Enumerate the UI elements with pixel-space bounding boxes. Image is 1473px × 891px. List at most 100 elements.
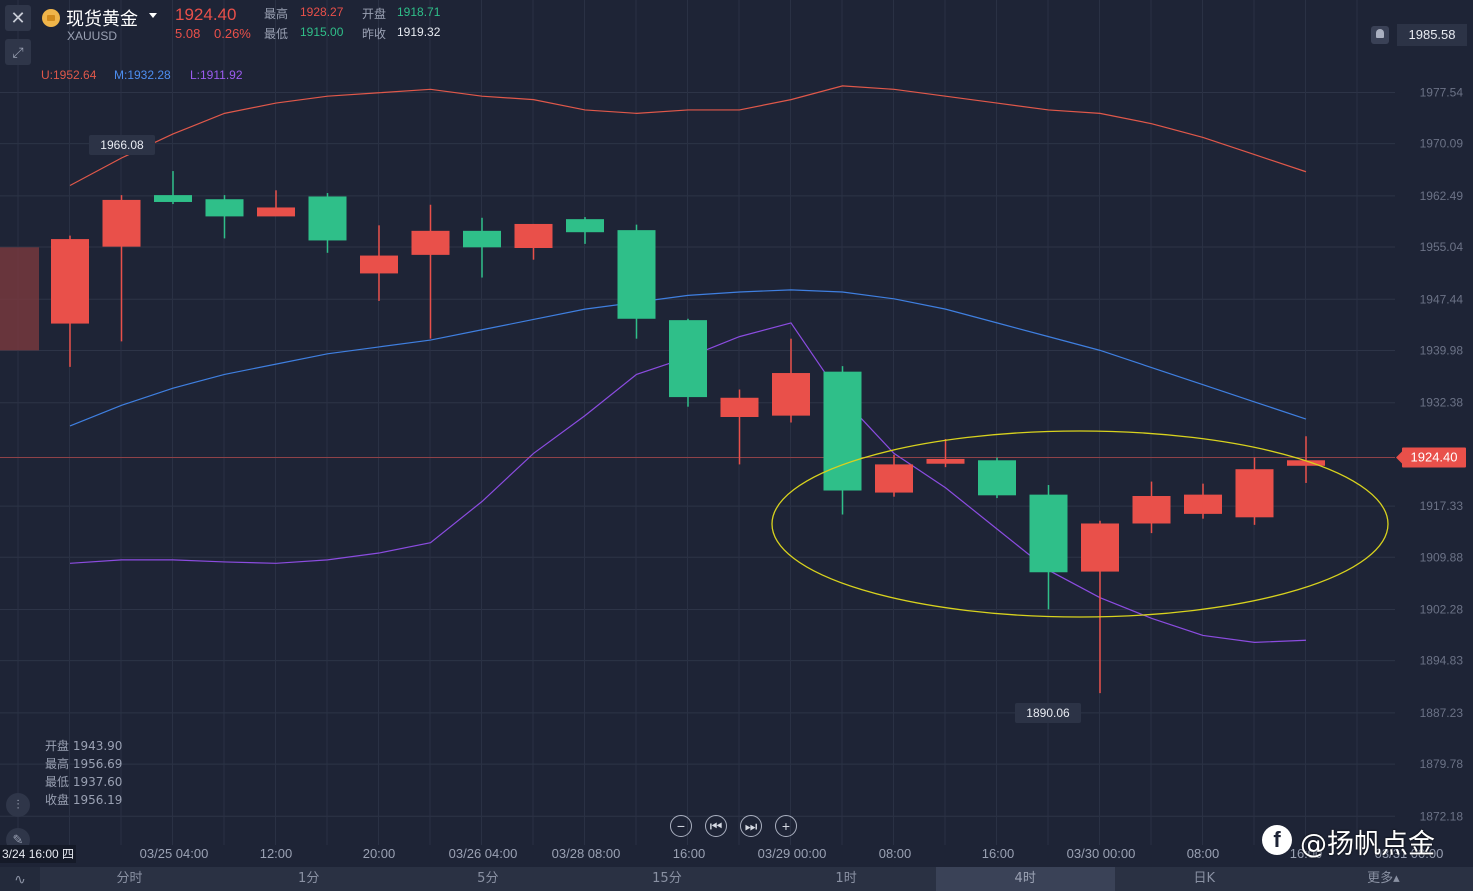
price-change: 5.08	[175, 26, 201, 41]
candle-body	[1235, 469, 1274, 518]
y-tick-label: 1909.88	[1420, 550, 1464, 564]
timeframe-tab[interactable]: 1分	[298, 871, 320, 886]
x-tick-label: 03/28 08:00	[552, 846, 621, 861]
low-label: 最低	[264, 27, 289, 41]
timeframe-bar: 分时 1分 5分 15分 1时 4时 日K 更多▴	[40, 867, 1473, 891]
gold-coin-icon	[42, 9, 60, 27]
candle-body	[978, 460, 1016, 496]
close-icon[interactable]: ✕	[5, 5, 31, 31]
x-tick-label: 08:00	[879, 846, 912, 861]
chevron-down-icon[interactable]	[149, 13, 157, 18]
ohlc-close: 收盘 1956.19	[45, 793, 123, 807]
price-change-pct: 0.26%	[214, 26, 251, 41]
y-tick-label: 1970.09	[1420, 137, 1464, 151]
timeframe-tab[interactable]: 日K	[1193, 871, 1216, 886]
current-price-tag-box	[1402, 447, 1466, 468]
y-tick-label: 1962.49	[1420, 189, 1464, 203]
candle-body	[205, 199, 244, 217]
boll-lower-value: L:1911.92	[190, 68, 243, 82]
candle-body	[411, 230, 450, 255]
candle-body	[257, 207, 295, 217]
candle-body	[1081, 523, 1119, 572]
candle-body	[308, 196, 347, 241]
prev-close-value: 1919.32	[397, 25, 441, 39]
draw-tool-icon[interactable]: ⤢	[5, 39, 31, 65]
candle-body	[360, 255, 398, 274]
current-price-tag-pointer	[1396, 451, 1402, 464]
candle-body	[617, 230, 656, 319]
y-tick-label: 1872.18	[1420, 809, 1464, 823]
skip-back-button[interactable]: ⏮	[705, 815, 727, 837]
x-tick-label: 03/25 04:00	[140, 846, 209, 861]
alert-price-tag: 1985.58	[1397, 24, 1467, 46]
high-callout-box	[89, 135, 155, 155]
candle-body	[102, 199, 141, 247]
y-tick-label: 1932.38	[1420, 396, 1464, 410]
candle-body	[1287, 460, 1325, 466]
boll-mid-line	[69, 289, 1307, 427]
y-tick-label: 1955.04	[1420, 240, 1464, 254]
symbol-name[interactable]: 现货黄金	[66, 9, 138, 30]
zoom-out-button[interactable]: −	[670, 815, 692, 837]
chart-type-icon[interactable]: ∿	[0, 867, 40, 891]
y-tick-label: 1902.28	[1420, 602, 1464, 616]
timeframe-tab[interactable]: 15分	[652, 871, 682, 886]
boll-upper-line	[69, 85, 1307, 187]
crosshair-date-label: 3/24 16:00 四	[0, 845, 77, 863]
low-callout-box	[1015, 703, 1081, 723]
x-tick-label: 16:00	[673, 846, 706, 861]
symbol-code: XAUUSD	[67, 29, 118, 43]
y-tick-label: 1939.98	[1420, 344, 1464, 358]
low-value: 1915.00	[300, 25, 344, 39]
candle-body	[875, 464, 913, 493]
x-tick-label: 03/30 00:00	[1067, 846, 1136, 861]
candle-body	[772, 373, 810, 416]
candle-body	[514, 223, 553, 249]
timeframe-tab[interactable]: 4时	[935, 867, 1115, 891]
x-tick-label: 16:00	[1290, 846, 1323, 861]
timeframe-tab[interactable]: 1时	[835, 871, 857, 886]
candle-body	[823, 371, 862, 491]
last-price: 1924.40	[175, 5, 237, 24]
x-tick-label: 16:00	[982, 846, 1015, 861]
facebook-icon: f	[1262, 825, 1292, 855]
y-tick-label: 1947.44	[1420, 292, 1464, 306]
candle-body	[926, 458, 965, 464]
open-value: 1918.71	[397, 5, 441, 19]
timeframe-tab[interactable]: 更多▴	[1367, 871, 1400, 886]
highlight-ellipse	[771, 430, 1389, 618]
ohlc-open: 开盘 1943.90	[45, 739, 123, 753]
indicator-icon[interactable]: ⫶	[6, 793, 30, 817]
candle-body	[566, 219, 604, 233]
x-tick-label: 08:00	[1187, 846, 1220, 861]
watermark: @扬帆点金	[1300, 829, 1435, 860]
x-tick-label: 03/26 04:00	[449, 846, 518, 861]
candle-body	[463, 230, 501, 248]
timeframe-tab[interactable]: 5分	[477, 871, 499, 886]
candle-body	[1132, 496, 1171, 524]
high-value: 1928.27	[300, 5, 344, 19]
high-callout: 1966.08	[100, 138, 144, 152]
y-tick-label: 1887.23	[1420, 706, 1464, 720]
x-tick-label: 03/31 00:00	[1375, 846, 1444, 861]
prev-close-label: 昨收	[362, 27, 387, 41]
y-tick-label: 1879.78	[1420, 757, 1464, 771]
skip-forward-button[interactable]: ⏭	[740, 815, 762, 837]
bell-icon[interactable]	[1371, 26, 1389, 44]
timeframe-tab[interactable]: 分时	[116, 871, 143, 886]
current-price-tag: 1924.40	[1411, 450, 1458, 465]
high-label: 最高	[264, 7, 289, 21]
candle-body	[1029, 494, 1068, 573]
ohlc-high: 最高 1956.69	[45, 757, 123, 771]
zoom-in-button[interactable]: +	[775, 815, 797, 837]
partial-candle	[0, 247, 39, 351]
open-label: 开盘	[362, 7, 387, 21]
y-tick-label: 1917.33	[1420, 499, 1464, 513]
candle-body	[154, 195, 192, 202]
y-tick-label: 1977.54	[1420, 85, 1464, 99]
candle-body	[720, 397, 759, 418]
candle-body	[1184, 494, 1222, 514]
x-tick-label: 03/29 00:00	[758, 846, 827, 861]
x-tick-label: 12:00	[260, 846, 293, 861]
